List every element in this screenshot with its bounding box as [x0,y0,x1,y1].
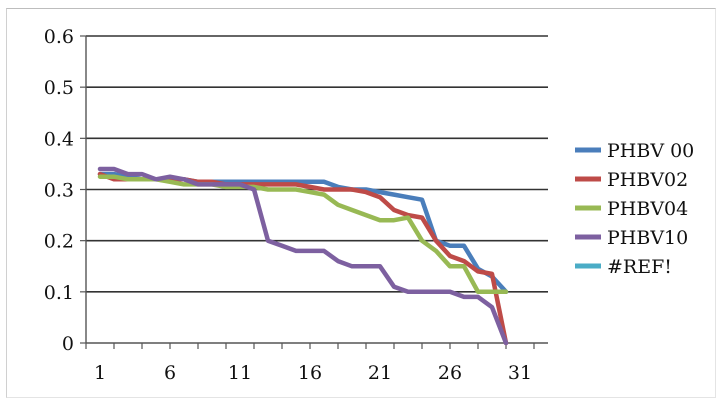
y-tick-label: 0.6 [44,26,74,48]
chart-frame [6,8,716,398]
x-tick-label: 16 [298,362,322,384]
x-tick-label: 6 [164,362,176,384]
legend-label: PHBV 00 [607,140,694,162]
series-lines [97,166,509,346]
y-tick-label: 0 [62,333,74,355]
x-tick-label: 31 [508,362,532,384]
x-tick-label: 21 [368,362,392,384]
y-tick-label: 0.5 [44,77,74,99]
series-line-3 [97,166,509,346]
legend-label: PHBV10 [607,227,688,249]
y-tick-label: 0.2 [44,231,74,253]
legend: PHBV 00 PHBV02 PHBV04 PHBV10 #REF! [575,140,694,278]
legend-label: PHBV04 [607,198,688,220]
x-tick-label: 26 [438,362,462,384]
x-tick-label: 11 [228,362,252,384]
x-axis-ticks: 1 6 11 16 21 26 31 [85,343,535,384]
gridlines [86,35,548,293]
y-tick-label: 0.4 [44,128,74,150]
y-tick-label: 0.1 [44,282,74,304]
x-tick-label: 1 [94,362,106,384]
series-line-2 [97,174,509,295]
y-axis-ticks: 0 0.1 0.2 0.3 0.4 0.5 0.6 [44,26,86,355]
legend-label: #REF! [607,256,672,278]
legend-label: PHBV02 [607,169,688,191]
y-tick-label: 0.3 [44,180,74,202]
